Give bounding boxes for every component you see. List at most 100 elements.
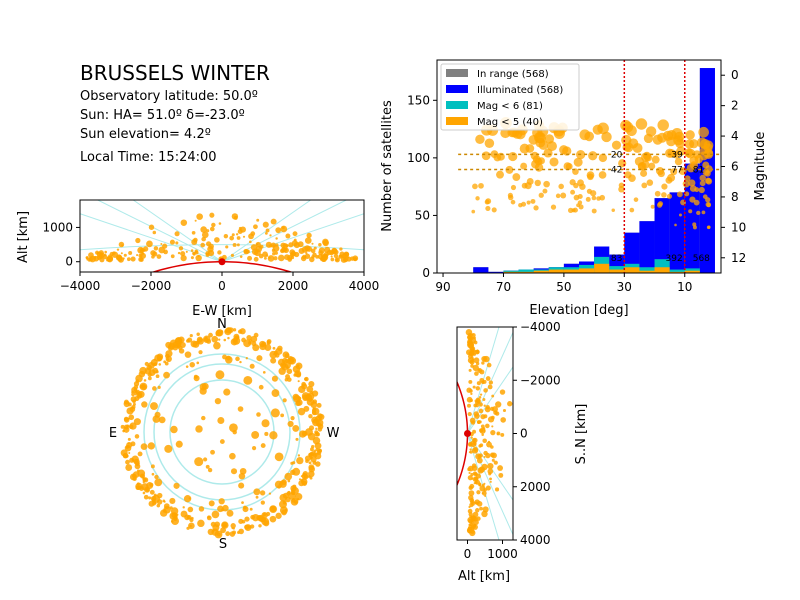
sky-satellite-point [255,495,259,499]
ns-satellite-point [468,342,475,349]
sky-satellite-point [184,351,192,358]
sky-satellite-point [306,392,315,401]
side-view-xtick-label: −2000 [131,279,172,293]
ns-satellite-point [469,335,472,338]
ns-satellite-point [476,457,483,464]
sky-satellite-point [211,335,219,343]
sky-satellite-point [189,361,195,368]
ns-satellite-point [474,371,479,376]
ns-satellite-point [469,498,475,503]
sky-satellite-point [182,506,185,509]
magnitude-point [577,179,584,187]
ns-satellite-point [483,450,488,456]
sky-satellite-point [271,506,275,510]
magnitude-point [555,193,561,199]
sky-satellite-point [150,402,158,411]
satellite-point [247,255,253,261]
sky-satellite-point [165,355,172,363]
sky-satellite-point [157,492,163,499]
magnitude-point [591,195,597,201]
sky-satellite-point [198,350,203,355]
satellite-point [340,256,347,263]
sky-satellite-point [145,488,150,492]
magnitude-point [534,179,541,187]
sky-satellite-point [238,482,245,489]
sky-satellite-point [120,424,125,429]
sky-satellite-point [239,328,246,335]
ns-satellite-point [468,442,472,447]
sky-satellite-point [308,452,314,458]
ns-satellite-point [474,481,478,485]
bar-mag5 [624,267,640,273]
sky-satellite-point [153,362,158,367]
magnitude-point [507,192,513,198]
ns-ytick-label: −4000 [520,320,561,334]
satellite-point [259,245,262,249]
ns-ytick-label: 4000 [520,533,551,547]
satellite-point [190,256,194,260]
histogram-y2tick-label: 2 [731,99,739,113]
satellite-point [225,245,229,249]
magnitude-point [587,173,594,181]
sky-satellite-point [309,476,313,480]
ns-satellite-point [472,524,478,530]
magnitude-point [560,192,567,199]
bar-illuminated [639,221,655,273]
satellite-point [156,254,162,259]
satellite-point [104,250,108,254]
bar-mag5 [548,269,564,273]
ns-satellite-point [467,354,473,359]
satellite-point [312,252,317,258]
ns-satellite-point [490,445,494,449]
legend-label-mag6: Mag < 6 (81) [477,101,543,112]
satellite-point [265,241,272,248]
sky-satellite-point [229,452,236,460]
magnitude-point [512,173,521,181]
ns-satellite-point [487,416,495,423]
ns-satellite-point [481,433,484,436]
sky-satellite-point [232,527,235,530]
ns-ytick-label: 0 [520,427,528,441]
sky-satellite-point [185,365,189,368]
satellite-point [116,257,119,260]
ns-satellite-point [467,467,471,472]
sky-satellite-point [245,357,248,360]
sky-satellite-point [147,442,155,450]
sky-satellite-point [211,510,220,519]
sky-satellite-point [235,356,240,362]
satellite-point [265,228,270,233]
satellite-point [196,213,203,220]
north-south-plot: 0 1000 −4000 −2000 0 2000 4000 Alt [km] S..N [… [456,320,589,584]
magnitude-point [567,207,574,214]
satellite-point [256,243,259,246]
histogram-ytick-label: 0 [422,266,430,280]
sky-satellite-point [262,512,267,517]
magnitude-point [544,134,555,144]
magnitude-point [657,119,669,131]
ns-satellite-point [476,420,481,424]
satellite-point [275,243,279,247]
ns-satellite-point [488,380,494,385]
sky-satellite-point [162,499,166,503]
ns-satellite-point [489,477,492,481]
ns-satellite-point [476,516,481,521]
magnitude-point [538,192,544,198]
satellite-point [194,249,198,253]
sky-satellite-point [143,494,149,500]
sky-satellite-point [248,341,252,345]
ns-satellite-point [493,460,498,465]
histogram-y2tick-label: 8 [731,190,739,204]
magnitude-point [689,196,696,203]
sky-satellite-point [120,449,128,457]
sky-satellite-point [239,467,247,475]
satellite-point [335,258,339,262]
satellite-point [289,252,295,258]
ns-satellite-point [472,364,479,372]
satellite-point [180,255,187,262]
ns-satellite-point [490,406,495,411]
sky-satellite-point [307,470,315,478]
sky-satellite-point [140,443,148,450]
satellite-point [116,248,120,251]
sky-satellite-point [223,388,231,396]
sky-satellite-point [163,503,170,509]
